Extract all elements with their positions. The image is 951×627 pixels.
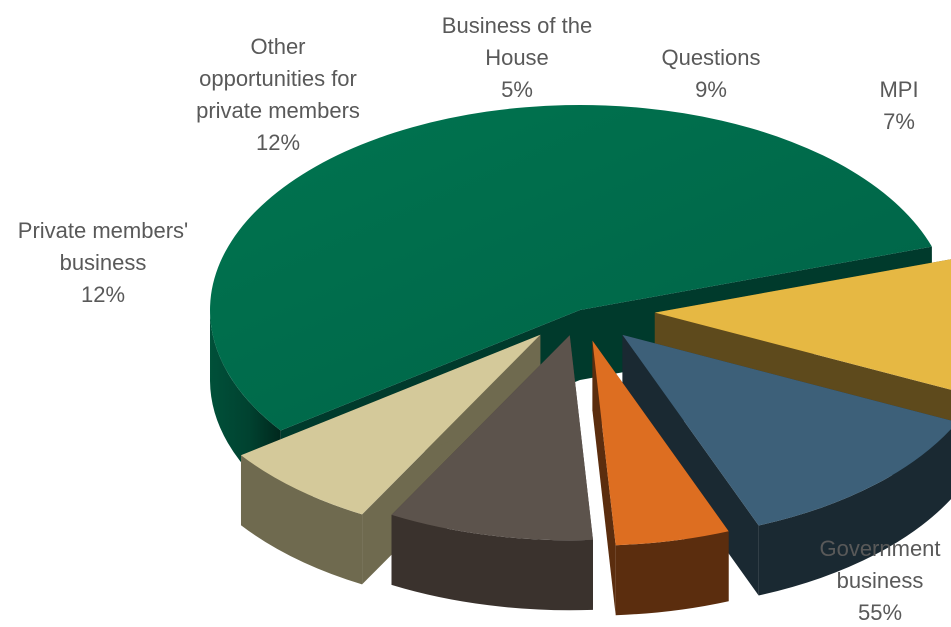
pie-slice-rim	[240, 455, 363, 585]
slice-label-business-of-the-house: Business of the House 5%	[442, 13, 592, 102]
label-other-opportunities-value: 12%	[256, 130, 300, 155]
pie-slice-business-of-the-house	[592, 340, 729, 616]
pie-slice-questions	[391, 335, 593, 611]
pie-slice-rim	[615, 531, 729, 616]
label-private-members-line1: Private members'	[18, 218, 188, 243]
label-other-opportunities-line3: private members	[196, 98, 360, 123]
pie-slice-rim	[391, 514, 593, 611]
label-government-line2: business	[837, 568, 924, 593]
pie-slice-top	[592, 340, 729, 546]
label-other-opportunities-line1: Other	[250, 34, 305, 59]
label-private-members-value: 12%	[81, 282, 125, 307]
label-mpi-name: MPI	[879, 77, 918, 102]
pie-slice-top	[622, 334, 951, 526]
slice-label-government-business: Government business 55%	[819, 536, 940, 625]
label-government-line1: Government	[819, 536, 940, 561]
label-other-opportunities-line2: opportunities for	[199, 66, 357, 91]
pie-slice-top	[210, 105, 932, 431]
pie-slice-rim	[758, 429, 951, 596]
label-questions-value: 9%	[695, 77, 727, 102]
label-government-value: 55%	[858, 600, 902, 622]
slice-label-other-opportunities: Other opportunities for private members …	[196, 34, 360, 155]
pie-slice-top	[240, 334, 541, 515]
label-questions-name: Questions	[661, 45, 760, 70]
slice-label-private-members-business: Private members' business 12%	[18, 218, 188, 307]
label-business-of-the-house-value: 5%	[501, 77, 533, 102]
label-mpi-value: 7%	[883, 109, 915, 134]
label-business-of-the-house-line2: House	[485, 45, 549, 70]
pie-slice-top	[391, 335, 593, 541]
label-private-members-line2: business	[60, 250, 147, 275]
label-business-of-the-house-line1: Business of the	[442, 13, 592, 38]
pie-slice-top	[654, 259, 951, 390]
slice-label-questions: Questions 9%	[661, 45, 760, 102]
slice-label-mpi: MPI 7%	[879, 77, 918, 134]
pie-slice-wall-end	[592, 340, 616, 616]
